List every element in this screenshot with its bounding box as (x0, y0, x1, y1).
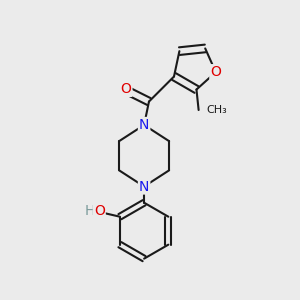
Text: N: N (139, 179, 149, 194)
Text: O: O (94, 204, 105, 218)
Text: CH₃: CH₃ (206, 105, 227, 115)
Text: N: N (139, 118, 149, 132)
Text: H: H (84, 204, 95, 218)
Text: O: O (121, 82, 131, 96)
Text: O: O (210, 65, 221, 79)
